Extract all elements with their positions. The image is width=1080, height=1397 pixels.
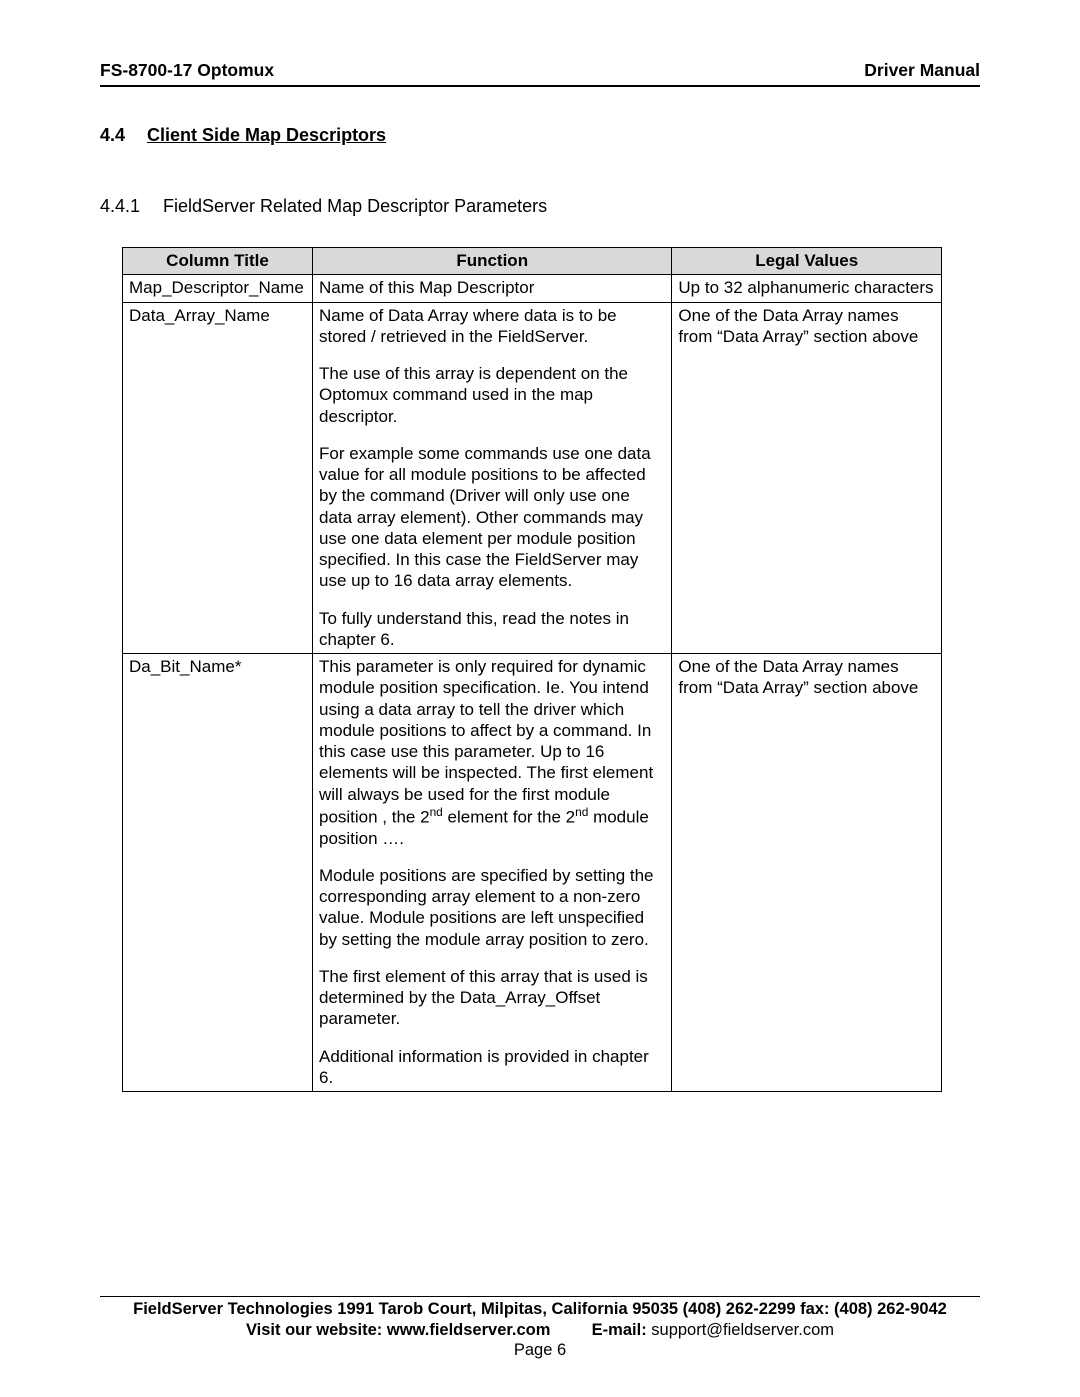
section-number: 4.4	[100, 125, 142, 146]
header-left: FS-8700-17 Optomux	[100, 60, 274, 81]
table-header-legal-values: Legal Values	[672, 248, 942, 275]
table-header-function: Function	[312, 248, 671, 275]
superscript: nd	[430, 805, 443, 819]
subsection-text: FieldServer Related Map Descriptor Param…	[163, 196, 547, 216]
paragraph: For example some commands use one data v…	[319, 443, 665, 592]
paragraph: Module positions are specified by settin…	[319, 865, 665, 950]
subsection-title: 4.4.1 FieldServer Related Map Descriptor…	[100, 196, 980, 217]
paragraph: The first element of this array that is …	[319, 966, 665, 1030]
footer-rule	[100, 1296, 980, 1297]
cell-function: Name of Data Array where data is to be s…	[312, 302, 671, 654]
footer-page-number: Page 6	[100, 1340, 980, 1361]
cell-function: This parameter is only required for dyna…	[312, 654, 671, 1092]
footer-line-1: FieldServer Technologies 1991 Tarob Cour…	[100, 1299, 980, 1320]
section-title: 4.4 Client Side Map Descriptors	[100, 125, 980, 146]
text: element for the 2	[443, 807, 575, 826]
cell-column-title: Map_Descriptor_Name	[123, 275, 313, 302]
paragraph: Additional information is provided in ch…	[319, 1046, 665, 1089]
table-header-column-title: Column Title	[123, 248, 313, 275]
header-right: Driver Manual	[864, 60, 980, 81]
footer-email-label: E-mail:	[592, 1321, 647, 1339]
cell-legal-values: One of the Data Array names from “Data A…	[672, 302, 942, 654]
superscript: nd	[575, 805, 588, 819]
table-row: Da_Bit_Name* This parameter is only requ…	[123, 654, 942, 1092]
paragraph: Name of Data Array where data is to be s…	[319, 305, 665, 348]
cell-column-title: Da_Bit_Name*	[123, 654, 313, 1092]
table-row: Map_Descriptor_Name Name of this Map Des…	[123, 275, 942, 302]
parameter-table: Column Title Function Legal Values Map_D…	[122, 247, 942, 1092]
footer-website-label: Visit our website: www.fieldserver.com	[246, 1321, 550, 1339]
footer-address: FieldServer Technologies 1991 Tarob Cour…	[133, 1300, 947, 1318]
cell-function: Name of this Map Descriptor	[312, 275, 671, 302]
paragraph: To fully understand this, read the notes…	[319, 608, 665, 651]
table-header-row: Column Title Function Legal Values	[123, 248, 942, 275]
page-header: FS-8700-17 Optomux Driver Manual	[100, 60, 980, 87]
page-footer: FieldServer Technologies 1991 Tarob Cour…	[100, 1296, 980, 1361]
paragraph: This parameter is only required for dyna…	[319, 656, 665, 849]
table-row: Data_Array_Name Name of Data Array where…	[123, 302, 942, 654]
cell-legal-values: One of the Data Array names from “Data A…	[672, 654, 942, 1092]
document-page: FS-8700-17 Optomux Driver Manual 4.4 Cli…	[0, 0, 1080, 1397]
paragraph: The use of this array is dependent on th…	[319, 363, 665, 427]
text: This parameter is only required for dyna…	[319, 657, 653, 826]
cell-legal-values: Up to 32 alphanumeric characters	[672, 275, 942, 302]
cell-column-title: Data_Array_Name	[123, 302, 313, 654]
footer-line-2: Visit our website: www.fieldserver.com E…	[100, 1320, 980, 1341]
footer-email-value: support@fieldserver.com	[647, 1321, 834, 1339]
subsection-number: 4.4.1	[100, 196, 158, 217]
section-text: Client Side Map Descriptors	[147, 125, 386, 145]
